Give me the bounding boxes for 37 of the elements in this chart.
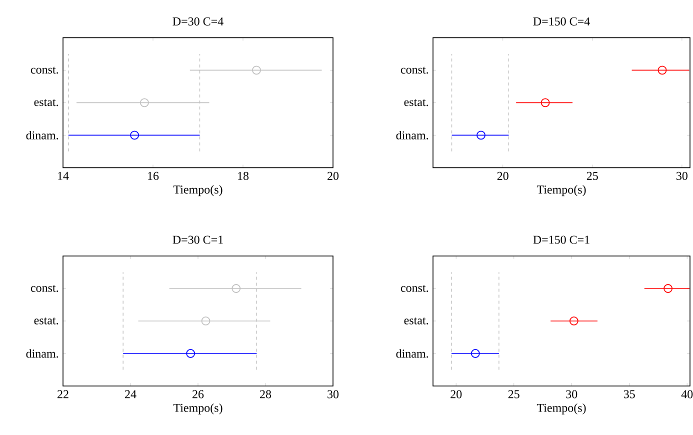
y-tick-label: dinam. xyxy=(26,349,58,358)
y-tick-label: const. xyxy=(30,285,58,292)
x-tick-label: 26 xyxy=(192,390,204,398)
y-tick-label: estat. xyxy=(404,99,428,106)
x-axis-title: Tiempo(s) xyxy=(173,403,222,414)
x-tick-label: 14 xyxy=(58,172,69,180)
y-tick-label: dinam. xyxy=(396,349,428,358)
x-tick-label: 30 xyxy=(328,390,339,398)
x-axis-title: Tiempo(s) xyxy=(536,185,586,196)
x-tick-label: 35 xyxy=(624,390,635,398)
chart-title: D=150 C=4 xyxy=(533,17,590,26)
y-tick-label: estat. xyxy=(404,318,428,324)
chart-title: D=30 C=4 xyxy=(172,17,224,26)
x-tick-label: 25 xyxy=(508,390,520,398)
x-tick-label: 18 xyxy=(238,172,249,180)
y-tick-label: dinam. xyxy=(26,130,58,140)
y-tick-label: const. xyxy=(400,66,428,74)
x-axis-title: Tiempo(s) xyxy=(536,403,586,414)
x-tick-label: 20 xyxy=(450,390,462,398)
y-tick-label: dinam. xyxy=(396,130,428,140)
chart-title: D=30 C=1 xyxy=(172,236,223,244)
y-tick-label: const. xyxy=(30,66,58,74)
chart-title: D=150 C=1 xyxy=(533,236,590,244)
x-tick-label: 30 xyxy=(676,172,688,180)
x-tick-label: 28 xyxy=(260,390,272,398)
x-tick-label: 20 xyxy=(497,172,508,180)
x-tick-label: 20 xyxy=(328,172,339,180)
y-tick-label: estat. xyxy=(34,99,58,106)
x-tick-label: 22 xyxy=(58,390,68,398)
x-tick-label: 16 xyxy=(148,172,159,180)
x-tick-label: 30 xyxy=(566,390,578,398)
x-tick-label: 24 xyxy=(125,390,136,398)
x-axis-title: Tiempo(s) xyxy=(173,185,222,196)
x-tick-label: 25 xyxy=(586,172,598,180)
y-tick-label: const. xyxy=(400,285,428,292)
x-tick-label: 40 xyxy=(681,390,693,398)
y-tick-label: estat. xyxy=(34,318,58,324)
